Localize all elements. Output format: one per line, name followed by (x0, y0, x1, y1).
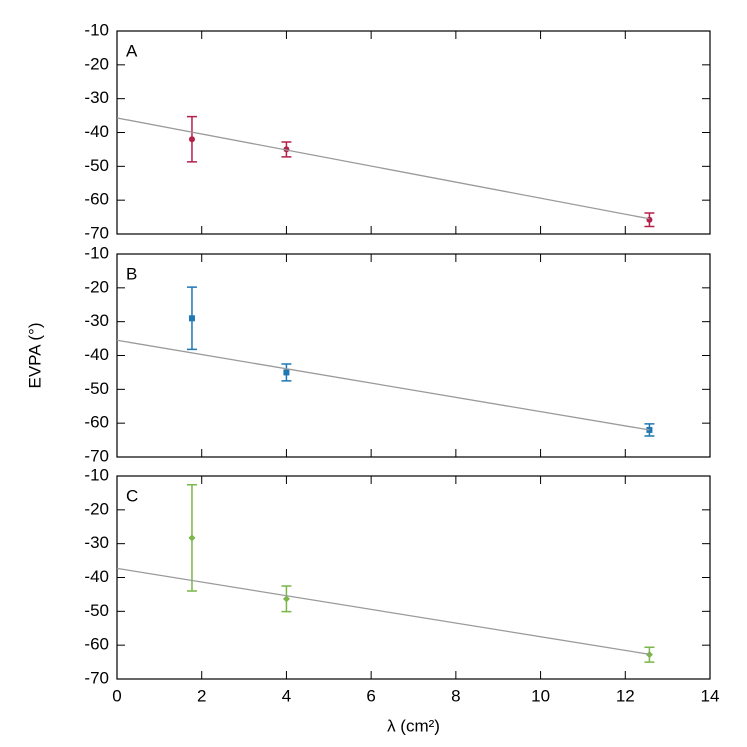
y-tick-label: -30 (84, 533, 109, 552)
data-point (282, 595, 290, 603)
y-tick-label: -70 (84, 668, 109, 687)
data-point (188, 136, 195, 143)
y-tick-label: -30 (84, 311, 109, 330)
x-tick-label: 14 (701, 686, 720, 705)
data-point (188, 315, 195, 322)
y-tick-label: -40 (84, 567, 109, 586)
data-point (283, 369, 290, 376)
y-tick-label: -50 (84, 379, 109, 398)
y-tick-label: -20 (84, 499, 109, 518)
y-tick-label: -50 (84, 601, 109, 620)
fit-line (116, 567, 650, 655)
y-tick-label: -70 (84, 223, 109, 242)
y-tick-label: -10 (84, 243, 109, 262)
y-tick-label: -20 (84, 54, 109, 73)
x-tick-label: 6 (366, 686, 375, 705)
y-tick-label: -10 (84, 465, 109, 484)
panel-label: B (126, 264, 137, 283)
panel-label: C (126, 486, 138, 505)
x-tick-label: 12 (616, 686, 635, 705)
panel-label: A (126, 41, 138, 60)
y-tick-label: -50 (84, 156, 109, 175)
y-tick-label: -60 (84, 190, 109, 209)
data-point (188, 534, 196, 542)
plot-frame (116, 30, 711, 235)
x-tick-label: 10 (531, 686, 550, 705)
data-point (645, 651, 653, 659)
plot-frame (116, 475, 711, 680)
x-tick-label: 0 (112, 686, 121, 705)
x-axis-label: λ (cm²) (387, 716, 440, 735)
y-tick-label: -60 (84, 635, 109, 654)
y-tick-label: -30 (84, 88, 109, 107)
x-tick-label: 8 (451, 686, 460, 705)
y-axis-label: EVPA (°) (25, 323, 44, 389)
x-tick-label: 2 (197, 686, 206, 705)
fit-line (116, 117, 650, 220)
fit-line (116, 339, 650, 431)
y-tick-label: -40 (84, 345, 109, 364)
y-tick-label: -60 (84, 413, 109, 432)
y-tick-label: -40 (84, 122, 109, 141)
y-tick-label: -10 (84, 20, 109, 39)
y-tick-label: -70 (84, 446, 109, 465)
y-tick-label: -20 (84, 277, 109, 296)
x-tick-label: 4 (282, 686, 291, 705)
data-point (646, 216, 653, 223)
